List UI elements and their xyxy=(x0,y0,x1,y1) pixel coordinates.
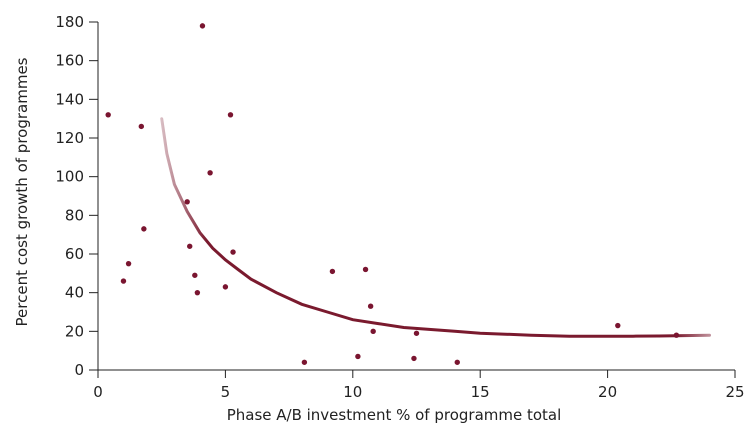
data-point xyxy=(222,284,229,290)
data-point xyxy=(194,289,201,296)
y-tick-label: 140 xyxy=(55,90,84,108)
y-tick-label: 20 xyxy=(65,322,84,340)
x-tick-label: 20 xyxy=(598,383,617,401)
y-axis-title: Percent cost growth of programmes xyxy=(13,57,31,326)
data-point xyxy=(207,170,213,176)
data-point xyxy=(301,359,308,365)
y-tick-label: 40 xyxy=(65,284,84,302)
y-tick-label: 100 xyxy=(55,168,84,186)
data-point xyxy=(227,112,234,118)
data-point xyxy=(230,249,236,255)
data-point xyxy=(411,355,417,362)
x-tick-label: 25 xyxy=(725,383,744,401)
data-point xyxy=(105,112,111,118)
y-tick-label: 160 xyxy=(55,52,84,70)
data-point xyxy=(454,359,460,365)
y-axis-group: 0 20 40 60 80 100 120 140 160 180 xyxy=(55,13,99,379)
x-axis-group: 0 5 10 15 20 25 xyxy=(93,369,744,401)
data-point xyxy=(355,353,361,360)
data-point xyxy=(138,123,145,130)
data-point xyxy=(367,303,374,309)
x-tick-label: 10 xyxy=(343,383,362,401)
data-point xyxy=(615,322,621,329)
data-point xyxy=(199,23,206,29)
data-points xyxy=(105,23,680,365)
y-tick-label: 180 xyxy=(55,13,84,31)
data-point xyxy=(125,260,132,267)
data-point xyxy=(362,266,369,273)
data-point xyxy=(120,278,127,284)
x-axis-title: Phase A/B investment % of programme tota… xyxy=(227,406,562,424)
data-point xyxy=(329,268,336,275)
data-point xyxy=(141,226,147,232)
y-tick-label: 120 xyxy=(55,129,84,147)
data-point xyxy=(192,272,198,278)
y-tick-label: 80 xyxy=(65,206,84,224)
data-point xyxy=(184,199,190,205)
x-tick-label: 5 xyxy=(221,383,231,401)
x-ticks: 0 5 10 15 20 25 xyxy=(93,370,744,401)
x-tick-label: 15 xyxy=(471,383,490,401)
y-tick-label: 60 xyxy=(65,245,84,263)
data-point xyxy=(673,332,680,338)
y-tick-label: 0 xyxy=(74,361,84,379)
data-point xyxy=(187,243,193,249)
data-point xyxy=(370,328,376,335)
trend-line xyxy=(160,117,711,338)
y-ticks: 0 20 40 60 80 100 120 140 160 180 xyxy=(55,13,98,379)
data-point xyxy=(413,330,420,336)
x-tick-label: 0 xyxy=(93,383,103,401)
